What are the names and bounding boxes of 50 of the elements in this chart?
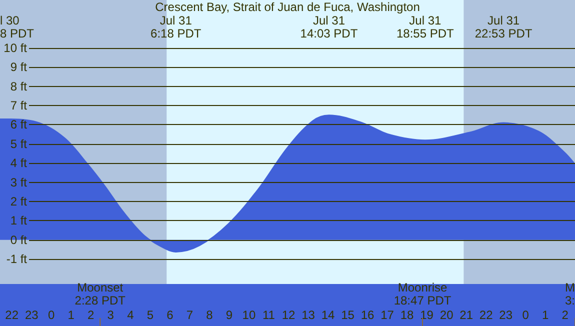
x-tick-label: 10: [242, 308, 256, 322]
x-tick-label: 13: [302, 308, 316, 322]
y-tick-label: 5 ft: [10, 136, 28, 151]
x-tick-label: 9: [226, 308, 233, 322]
chart-title: Crescent Bay, Strait of Juan de Fuca, Washington: [155, 0, 420, 14]
x-tick-label: 3: [107, 308, 114, 322]
x-tick-label: 7: [186, 308, 194, 322]
ref-line-label: Moonrise 18:47 PDT: [394, 280, 452, 308]
y-tick-label: 7 ft: [10, 98, 28, 113]
annotation: Jul 31 6:18 PDT: [150, 14, 202, 40]
x-tick-label: 2: [562, 308, 569, 322]
x-tick-label: 4: [127, 308, 134, 322]
x-tick-label: 22: [5, 308, 19, 322]
x-tick-label: 18: [400, 308, 414, 322]
x-tick-label: 21: [460, 308, 474, 322]
x-tick-label: 0: [48, 308, 56, 322]
ref-line-label: Moonset 2:28 PDT: [74, 280, 126, 308]
annotation: Jul 31 18:55 PDT: [396, 14, 455, 40]
x-tick-label: 11: [262, 308, 276, 322]
y-tick-label: 2 ft: [10, 194, 28, 208]
y-tick-label: 0 ft: [10, 232, 28, 247]
x-tick-label: 19: [420, 308, 434, 322]
y-tick-label: 4 ft: [10, 156, 28, 170]
y-tick-label: 9 ft: [10, 60, 28, 74]
y-tick-label: 8 ft: [10, 79, 28, 94]
x-tick-label: 1: [542, 308, 550, 322]
annotation: Jul 31 14:03 PDT: [300, 14, 358, 40]
x-tick-label: 15: [341, 308, 355, 322]
y-tick-label: 6 ft: [10, 118, 28, 132]
x-tick-label: 12: [282, 308, 296, 322]
x-tick-label: 5: [146, 308, 154, 322]
annotation: l 30 8 PDT: [0, 14, 35, 40]
x-tick-label: 23: [24, 308, 39, 322]
y-tick-label: 10 ft: [4, 40, 28, 55]
y-tick-label: 3 ft: [10, 175, 28, 190]
ref-line-label: M 3:: [564, 280, 575, 308]
x-tick-label: 8: [206, 308, 214, 322]
x-tick-label: 20: [440, 308, 454, 322]
x-tick-label: 23: [499, 308, 513, 322]
x-tick-label: 16: [360, 308, 375, 322]
x-tick-label: 14: [321, 308, 335, 322]
y-tick-label: 1 ft: [10, 214, 28, 228]
annotation: Jul 31 22:53 PDT: [474, 14, 533, 40]
x-tick-label: 2: [88, 308, 95, 322]
x-tick-label: 6: [166, 308, 174, 322]
x-tick-label: 1: [68, 308, 75, 322]
y-tick-label: -1 ft: [6, 252, 28, 266]
x-tick-label: 22: [479, 308, 494, 322]
x-tick-label: 0: [522, 308, 530, 322]
x-tick-label: 17: [380, 308, 394, 322]
